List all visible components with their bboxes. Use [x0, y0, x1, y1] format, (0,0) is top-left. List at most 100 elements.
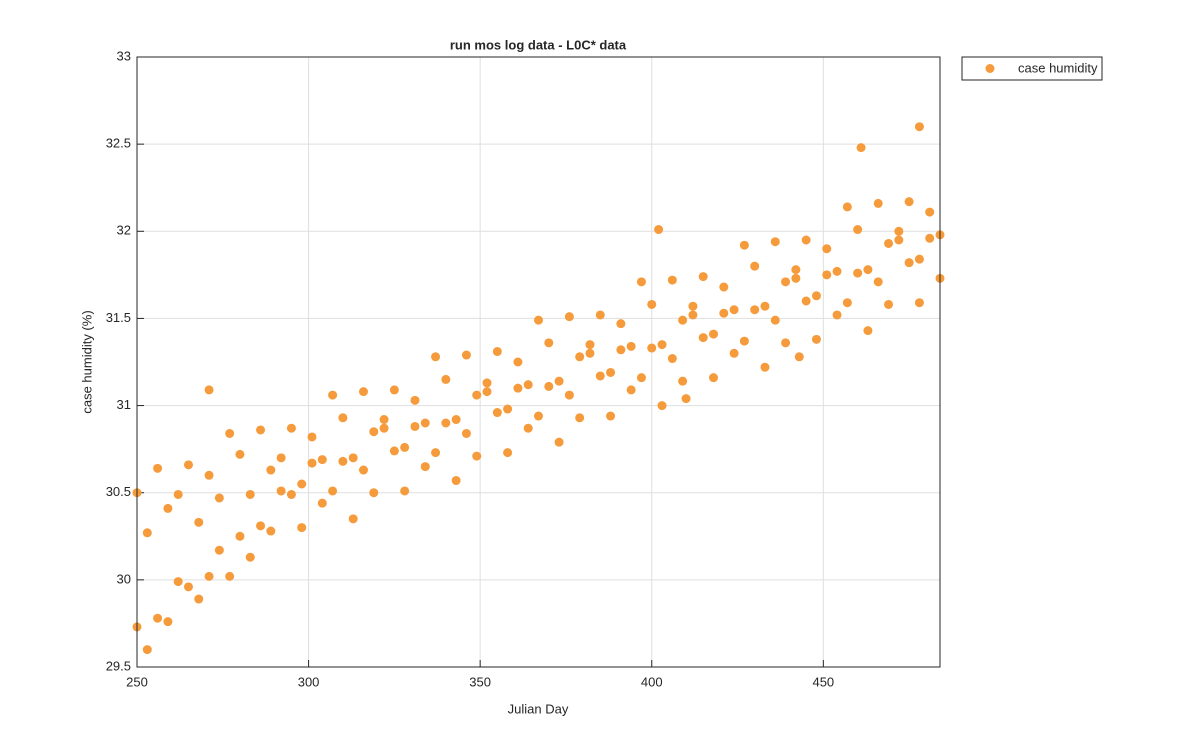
scatter-point	[770, 237, 780, 247]
scatter-point	[534, 315, 543, 325]
scatter-point	[523, 380, 533, 390]
scatter-point	[667, 354, 677, 364]
legend: case humidity	[961, 56, 1103, 81]
scatter-point	[856, 143, 866, 153]
scatter-point	[431, 352, 441, 362]
scatter-point	[379, 423, 389, 433]
scatter-point	[142, 528, 152, 538]
scatter-point	[709, 329, 719, 339]
scatter-point	[925, 233, 935, 243]
scatter-point	[472, 390, 482, 400]
scatter-point	[585, 340, 595, 350]
scatter-point	[544, 381, 554, 391]
scatter-point	[636, 277, 646, 287]
scatter-point	[431, 448, 441, 458]
scatter-point	[317, 498, 327, 508]
scatter-point	[379, 415, 389, 425]
scatter-point	[420, 418, 430, 428]
scatter-point	[513, 383, 523, 393]
scatter-point	[654, 225, 664, 235]
scatter-point	[914, 298, 924, 308]
scatter-point	[760, 362, 770, 372]
scatter-point	[163, 617, 173, 627]
y-tick-label: 32.5	[106, 136, 131, 151]
scatter-point	[863, 326, 873, 336]
scatter-point	[492, 408, 502, 418]
scatter-point	[801, 235, 811, 245]
scatter-point	[709, 373, 719, 383]
scatter-point	[163, 503, 173, 513]
y-tick-label: 31	[117, 397, 131, 412]
scatter-point	[194, 594, 204, 604]
scatter-point	[667, 275, 677, 285]
scatter-point	[842, 298, 852, 308]
scatter-point	[297, 479, 307, 489]
scatter-point	[400, 442, 410, 452]
x-tick-label: 350	[469, 674, 491, 689]
x-tick-label: 400	[641, 674, 663, 689]
scatter-point	[389, 385, 399, 395]
scatter-point	[822, 270, 832, 280]
scatter-point	[451, 476, 461, 486]
chart-title: run mos log data - L0C* data	[450, 37, 627, 52]
scatter-point	[904, 258, 914, 268]
scatter-point	[173, 577, 183, 587]
scatter-point	[410, 395, 420, 405]
scatter-point	[616, 345, 626, 355]
scatter-point	[503, 404, 513, 414]
scatter-point	[822, 244, 832, 254]
scatter-point	[286, 423, 296, 433]
scatter-point	[904, 197, 914, 207]
scatter-point	[266, 526, 276, 536]
scatter-point	[328, 486, 338, 496]
scatter-point	[503, 448, 513, 458]
scatter-point	[153, 463, 163, 473]
scatter-point	[544, 338, 554, 348]
scatter-point	[225, 571, 235, 581]
scatter-point	[729, 348, 739, 358]
scatter-point	[214, 493, 224, 503]
x-tick-label: 450	[812, 674, 834, 689]
scatter-point	[626, 385, 636, 395]
scatter-point	[781, 338, 791, 348]
scatter-point	[894, 235, 904, 245]
scatter-point	[235, 531, 245, 541]
plot-frame	[136, 56, 941, 668]
scatter-point	[564, 312, 574, 322]
scatter-point	[585, 348, 595, 358]
scatter-point	[482, 387, 492, 397]
scatter-point	[276, 453, 286, 463]
scatter-point	[678, 315, 688, 325]
scatter-point	[729, 305, 739, 315]
scatter-point	[914, 254, 924, 264]
scatter-point	[925, 207, 935, 217]
scatter-point	[657, 340, 667, 350]
scatter-point	[204, 470, 214, 480]
scatter-point	[842, 202, 852, 212]
scatter-point	[626, 341, 636, 351]
scatter-point	[681, 394, 691, 404]
scatter-point	[410, 421, 420, 431]
scatter-point	[595, 371, 605, 381]
scatter-point	[678, 376, 688, 386]
scatter-point	[369, 427, 379, 437]
scatter-point	[606, 411, 616, 421]
scatter-point	[338, 456, 348, 466]
scatter-point	[142, 645, 152, 655]
scatter-point	[781, 277, 791, 287]
scatter-point	[739, 240, 749, 250]
scatter-point	[698, 272, 708, 282]
scatter-point	[482, 378, 492, 388]
scatter-point	[575, 413, 585, 423]
scatter-point	[636, 373, 646, 383]
scatter-point	[400, 486, 410, 496]
scatter-point	[873, 198, 883, 208]
scatter-point	[884, 299, 894, 309]
scatter-point	[441, 418, 451, 428]
scatter-point	[657, 401, 667, 411]
scatter-point	[688, 301, 698, 311]
scatter-point	[554, 376, 564, 386]
scatter-point	[832, 266, 842, 276]
scatter-point	[461, 428, 471, 438]
